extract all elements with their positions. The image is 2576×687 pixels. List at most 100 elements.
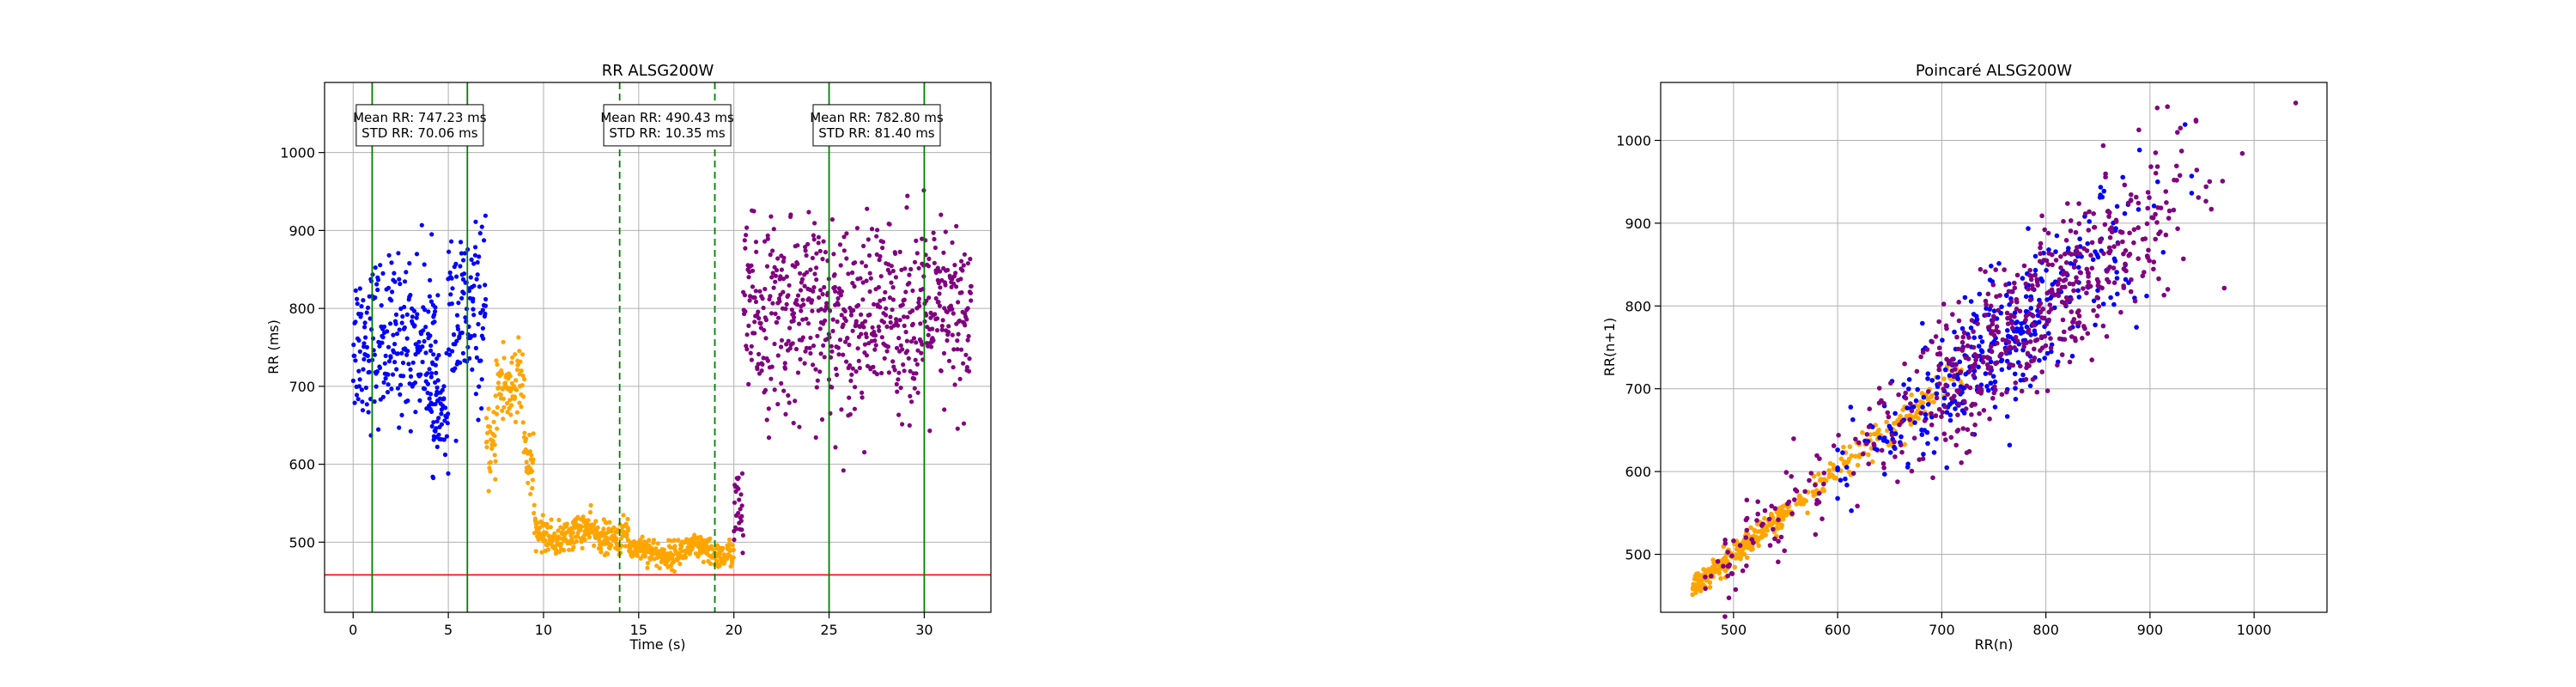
rr-point — [961, 421, 967, 426]
rr-point — [483, 283, 488, 288]
rr-point — [446, 471, 451, 477]
rr-point — [732, 500, 738, 505]
rr-point — [874, 372, 879, 377]
rr-point — [823, 318, 828, 323]
rr-point — [759, 368, 764, 374]
poincare-point — [2155, 179, 2160, 185]
poincare-point — [2046, 247, 2051, 252]
rr-point — [609, 529, 614, 534]
rr-point — [364, 402, 369, 407]
rr-point — [428, 348, 434, 353]
poincare-point — [2094, 252, 2099, 258]
rr-point — [894, 345, 900, 350]
rr-point — [428, 299, 434, 304]
poincare-point — [1959, 339, 1965, 345]
rr-point — [359, 304, 364, 309]
rr-point — [739, 527, 744, 532]
poincare-point — [2038, 251, 2043, 257]
rr-point — [951, 281, 957, 286]
rr-point — [490, 438, 495, 444]
rr-point — [394, 331, 400, 337]
rr-point — [428, 343, 434, 349]
rr-point — [397, 327, 402, 332]
poincare-point — [1805, 510, 1810, 515]
poincare-point — [2127, 230, 2132, 236]
poincare-point — [1941, 395, 1947, 401]
rr-point — [471, 283, 477, 289]
poincare-point — [1814, 453, 1820, 459]
poincare-point — [1955, 428, 1961, 433]
rr-point — [532, 510, 537, 516]
rr-point — [773, 311, 778, 316]
rr-point — [803, 349, 808, 354]
poincare-point — [1952, 373, 1957, 379]
poincare-point — [2098, 239, 2103, 245]
poincare-point — [1796, 493, 1802, 498]
rr-point — [578, 527, 583, 532]
poincare-point — [1888, 380, 1893, 386]
poincare-x-tick-label: 800 — [2032, 622, 2059, 638]
poincare-point — [1900, 407, 1905, 413]
rr-point — [736, 510, 741, 516]
poincare-point — [2032, 322, 2037, 328]
poincare-point — [1940, 410, 1945, 416]
rr-point — [864, 353, 870, 358]
poincare-point — [2046, 317, 2051, 323]
rr-point — [795, 243, 800, 248]
rr-point — [456, 301, 461, 306]
rr-point — [368, 316, 373, 321]
poincare-point — [2147, 195, 2152, 200]
rr-point — [969, 298, 974, 303]
poincare-point — [2113, 217, 2119, 223]
poincare-point — [1987, 416, 1992, 422]
poincare-point — [1742, 541, 1747, 547]
rr-point — [495, 380, 501, 386]
rr-point — [893, 251, 898, 256]
rr-point — [878, 274, 884, 279]
poincare-point — [2003, 350, 2009, 356]
poincare-point — [2032, 253, 2038, 259]
poincare-point — [1909, 468, 1915, 474]
rr-point — [775, 256, 781, 261]
rr-point — [595, 525, 600, 531]
rr-point — [945, 337, 950, 344]
poincare-point — [2084, 266, 2090, 272]
poincare-point — [1977, 410, 1982, 416]
rr-point — [965, 306, 970, 311]
poincare-point — [2123, 261, 2128, 267]
poincare-point — [1990, 318, 1996, 323]
poincare-point — [1928, 394, 1934, 400]
rr-point — [743, 246, 748, 251]
rr-point — [574, 538, 580, 544]
rr-point — [768, 252, 773, 258]
rr-point — [601, 526, 606, 532]
poincare-point — [1876, 400, 1882, 406]
rr-point — [871, 364, 876, 369]
rr-point — [548, 525, 554, 530]
rr-point — [655, 541, 660, 546]
poincare-point — [1972, 352, 1978, 357]
rr-point — [493, 477, 498, 482]
poincare-point — [2178, 149, 2184, 154]
rr-point — [458, 264, 463, 269]
rr-point — [468, 275, 473, 280]
poincare-point — [2026, 330, 2032, 336]
rr-point — [833, 289, 838, 294]
rr-point — [749, 263, 754, 268]
poincare-point — [2073, 229, 2079, 235]
poincare-point — [1921, 452, 1926, 457]
rr-point — [366, 410, 371, 415]
poincare-x-tick-label: 1000 — [2237, 622, 2272, 638]
poincare-point — [2109, 229, 2115, 235]
rr-point — [396, 251, 401, 256]
poincare-point — [1882, 471, 1887, 477]
poincare-point — [2086, 274, 2091, 279]
poincare-point — [2175, 226, 2180, 232]
rr-point — [783, 411, 788, 416]
poincare-point — [1782, 548, 1787, 554]
rr-point — [375, 277, 381, 283]
poincare-point — [2177, 173, 2183, 179]
poincare-point — [2044, 388, 2050, 393]
rr-point — [524, 436, 529, 441]
